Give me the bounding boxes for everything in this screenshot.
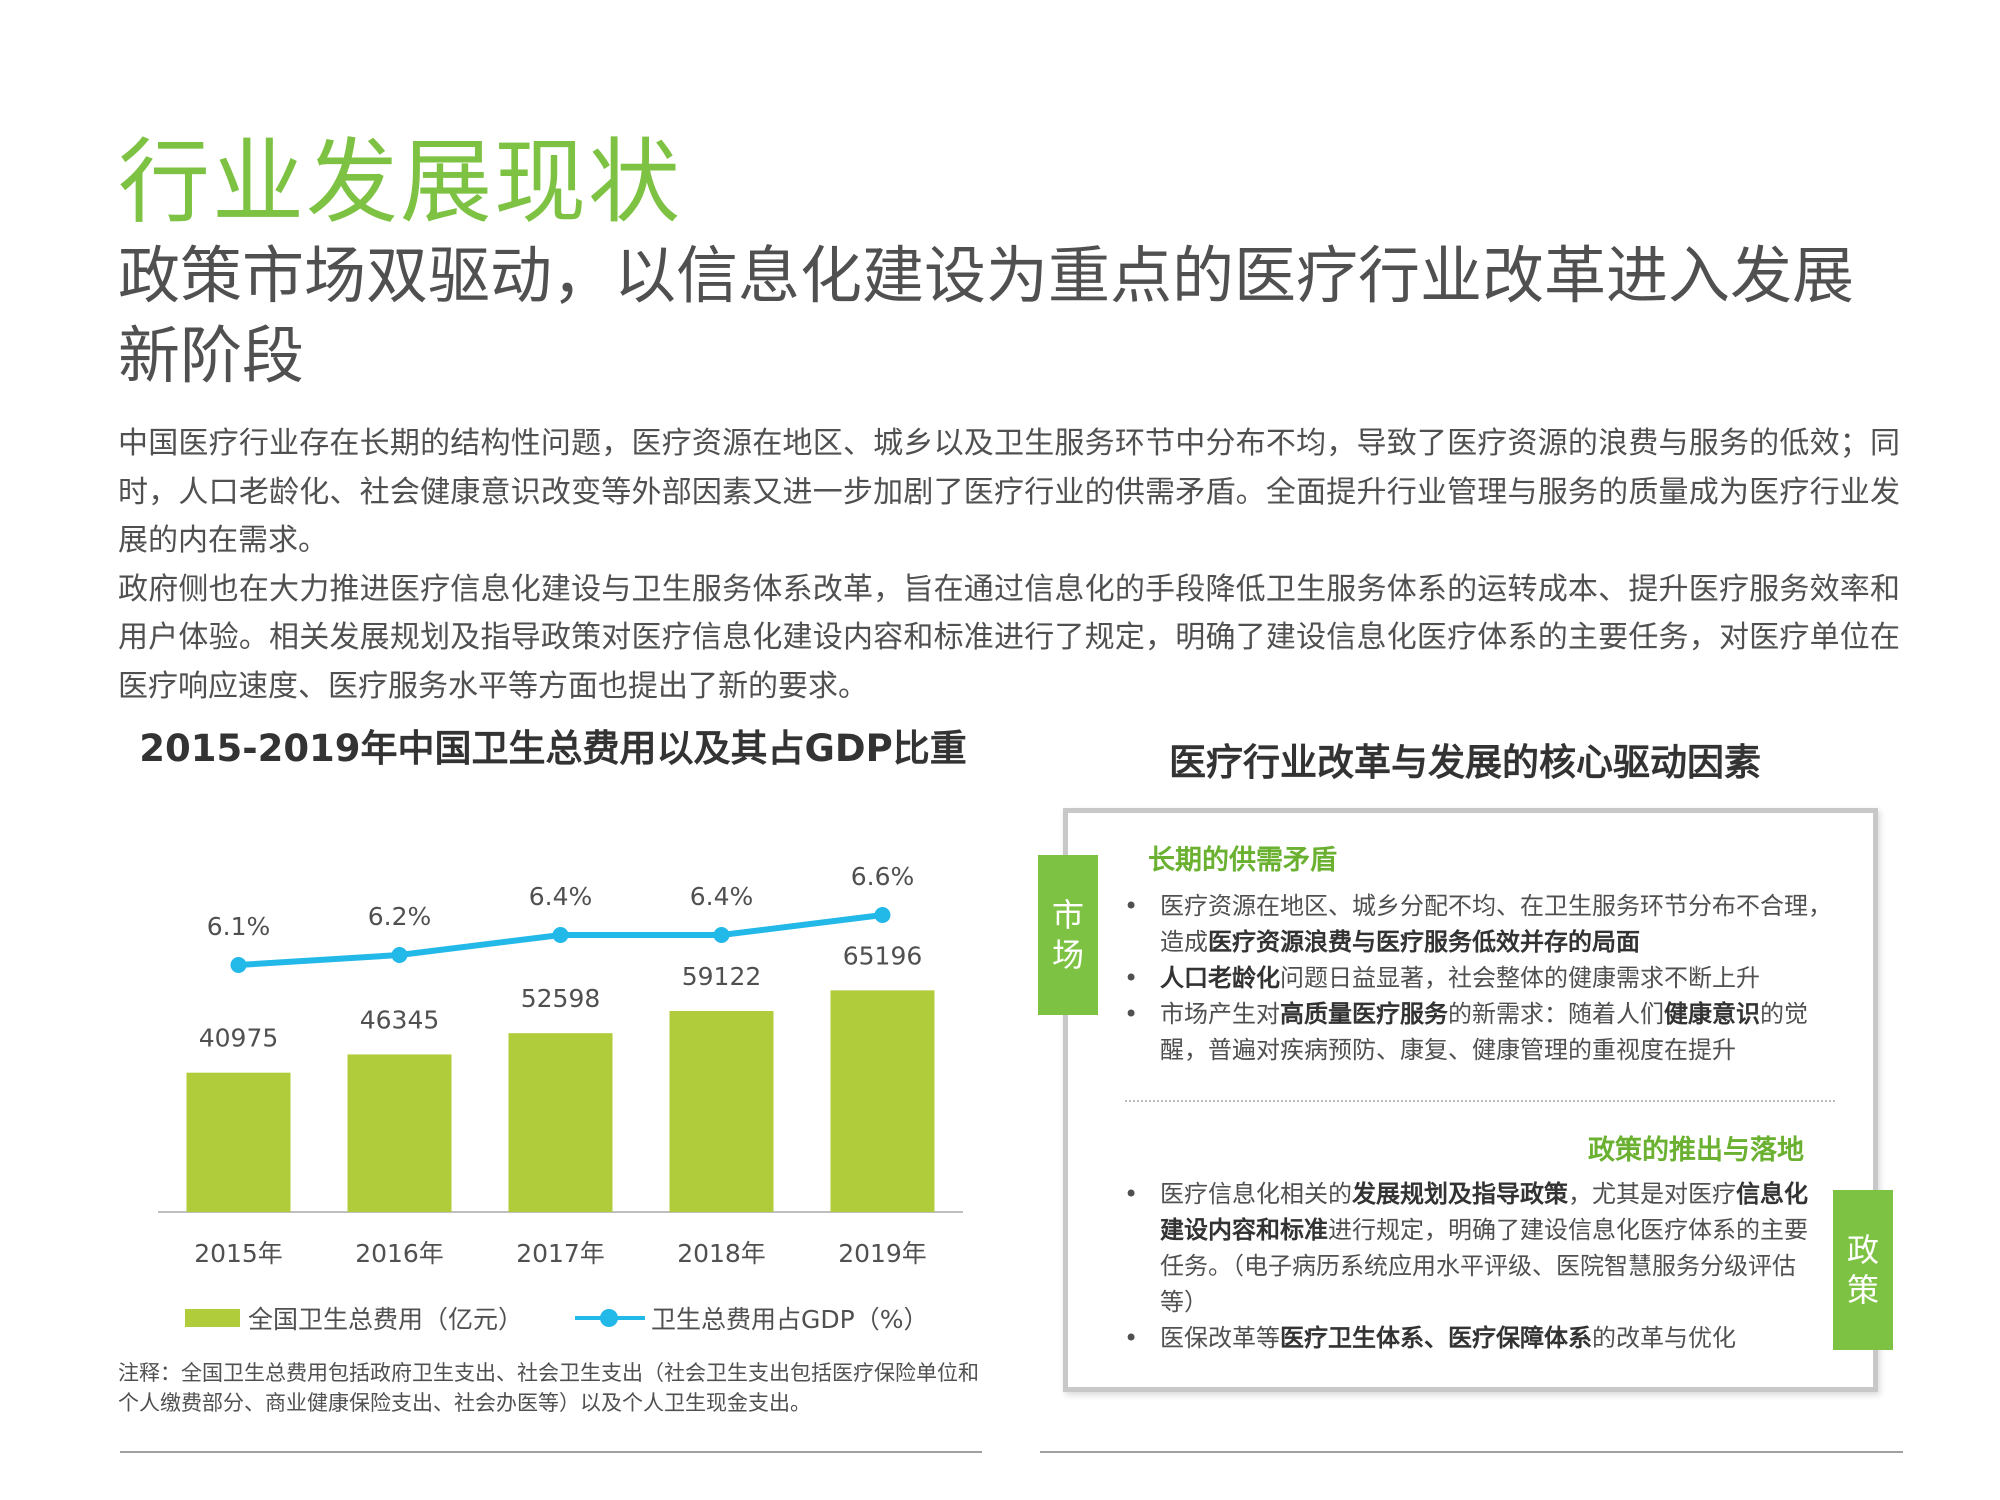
policy-tab-char: 策 — [1846, 1271, 1879, 1309]
line-value-label: 6.4% — [690, 882, 754, 911]
policy-list: 医疗信息化相关的发展规划及指导政策，尤其是对医疗信息化建设内容和标准进行规定，明… — [1120, 1176, 1820, 1356]
chart-title: 2015-2019年中国卫生总费用以及其占GDP比重 — [139, 727, 967, 770]
bar — [186, 1072, 291, 1212]
bar — [669, 1010, 774, 1212]
market-tab-char: 市 — [1051, 896, 1084, 934]
body-text: 中国医疗行业存在长期的结构性问题，医疗资源在地区、城乡以及卫生服务环节中分布不均… — [118, 420, 1900, 711]
line-value-label: 6.6% — [851, 862, 915, 891]
line-value-label: 6.1% — [207, 912, 271, 941]
bar-value-label: 65196 — [843, 941, 923, 970]
line-value-label: 6.2% — [368, 902, 432, 931]
x-tick-label: 2018年 — [677, 1239, 766, 1268]
line-point — [391, 947, 408, 963]
legend-line-swatch — [575, 1309, 645, 1327]
x-tick-label: 2015年 — [194, 1239, 283, 1268]
bottom-divider-left — [120, 1451, 982, 1453]
line-point — [874, 907, 891, 923]
market-list: 医疗资源在地区、城乡分配不均、在卫生服务环节分布不合理，造成医疗资源浪费与医疗服… — [1120, 888, 1855, 1068]
x-tick-label: 2017年 — [516, 1239, 605, 1268]
body-paragraph: 中国医疗行业存在长期的结构性问题，医疗资源在地区、城乡以及卫生服务环节中分布不均… — [118, 426, 1900, 558]
bar — [508, 1033, 613, 1212]
bar-value-label: 46345 — [360, 1005, 440, 1034]
legend-item-bar: 全国卫生总费用（亿元） — [185, 1300, 523, 1336]
policy-heading: 政策的推出与落地 — [1588, 1135, 1804, 1166]
chart-plot: 40975 2015年 46345 2016年 52598 2017年 59122 2018年… — [158, 862, 963, 1268]
market-heading: 长期的供需矛盾 — [1148, 845, 1337, 876]
market-tab-char: 场 — [1051, 936, 1084, 974]
chart-note: 注释：全国卫生总费用包括政府卫生支出、社会卫生支出（社会卫生支出包括医疗保险单位… — [118, 1361, 979, 1415]
bar-value-label: 52598 — [521, 984, 601, 1013]
line-value-label: 6.4% — [529, 882, 593, 911]
legend-bar-label: 全国卫生总费用（亿元） — [248, 1305, 524, 1334]
policy-tab: 政 策 — [1833, 1190, 1893, 1350]
legend-line-label: 卫生总费用占GDP（%） — [651, 1305, 929, 1334]
market-list-item: 市场产生对高质量医疗服务的新需求：随着人们健康意识的觉醒，普遍对疾病预防、康复、… — [1120, 996, 1855, 1068]
market-list-item: 人口老龄化问题日益显著，社会整体的健康需求不断上升 — [1120, 960, 1855, 996]
policy-list-item: 医疗信息化相关的发展规划及指导政策，尤其是对医疗信息化建设内容和标准进行规定，明… — [1120, 1176, 1820, 1320]
market-tab: 市 场 — [1038, 855, 1098, 1015]
box-divider — [1125, 1100, 1835, 1102]
x-tick-label: 2016年 — [355, 1239, 444, 1268]
x-tick-label: 2019年 — [838, 1239, 927, 1268]
line-point — [713, 927, 730, 943]
bar-value-label: 59122 — [682, 962, 762, 991]
bar — [347, 1054, 452, 1212]
policy-tab-char: 政 — [1846, 1231, 1879, 1269]
bar-value-label: 40975 — [199, 1024, 279, 1053]
legend-item-line: 卫生总费用占GDP（%） — [575, 1300, 928, 1336]
bottom-divider-right — [1040, 1451, 1903, 1453]
policy-list-item: 医保改革等医疗卫生体系、医疗保障体系的改革与优化 — [1120, 1320, 1820, 1356]
line-point — [230, 957, 247, 973]
drivers-title: 医疗行业改革与发展的核心驱动因素 — [1169, 741, 1761, 784]
market-list-item: 医疗资源在地区、城乡分配不均、在卫生服务环节分布不合理，造成医疗资源浪费与医疗服… — [1120, 888, 1855, 960]
page-headline: 政策市场双驱动，以信息化建设为重点的医疗行业改革进入发展新阶段 — [118, 239, 1855, 392]
legend-bar-swatch — [185, 1309, 240, 1327]
bar — [830, 990, 935, 1212]
body-paragraph: 政府侧也在大力推进医疗信息化建设与卫生服务体系改革，旨在通过信息化的手段降低卫生… — [118, 571, 1900, 704]
line-point — [552, 927, 569, 943]
section-title: 行业发展现状 — [118, 129, 683, 236]
